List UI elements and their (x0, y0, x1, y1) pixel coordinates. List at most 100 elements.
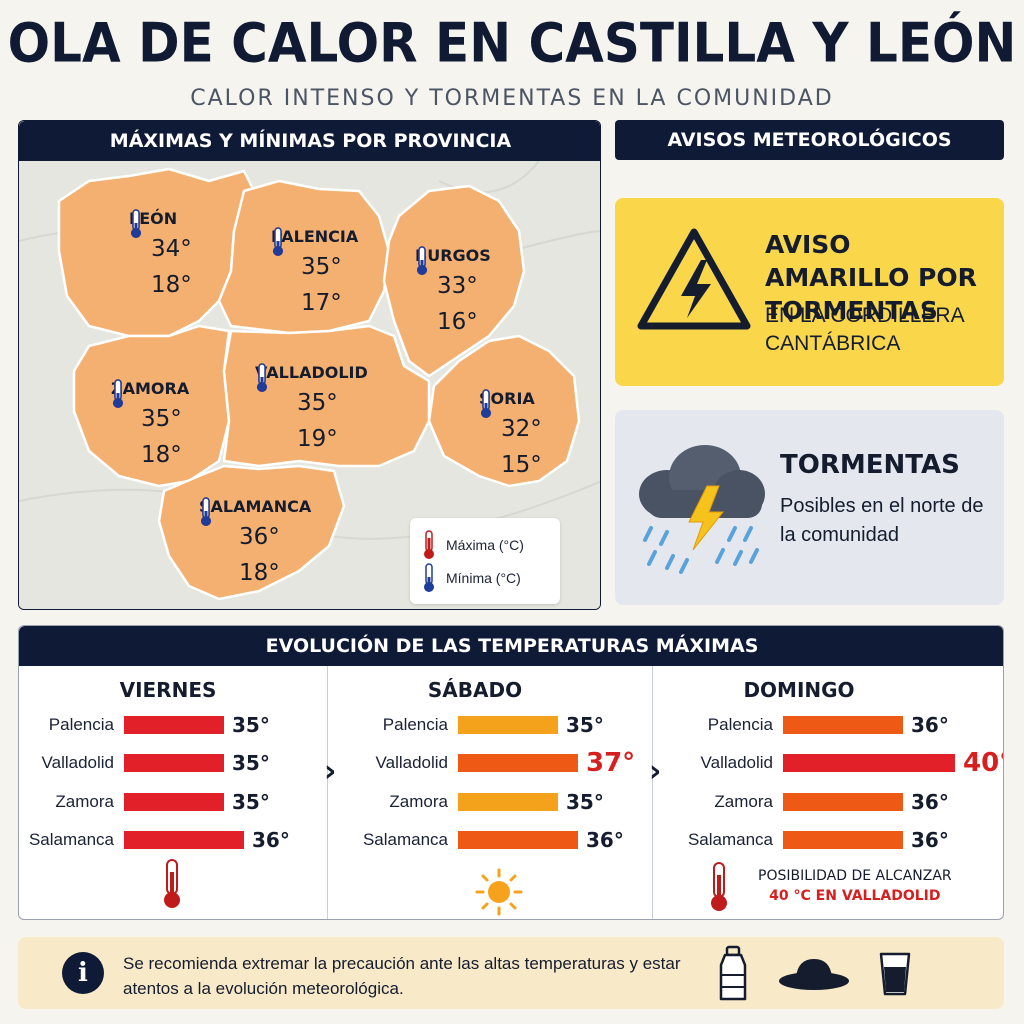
temperature-bar (783, 831, 903, 849)
thermometer-min-icon (113, 379, 133, 470)
min-temp: 19° (297, 426, 338, 452)
max-temp: 35° (297, 390, 338, 416)
day-column-viernes: VIERNES Palencia 35° Valladolid 35° Zamora 35… (19, 666, 327, 919)
bar-row: Salamanca 36° (683, 825, 949, 855)
bar-city-label: Zamora (714, 792, 773, 811)
thermometer-min-icon (201, 497, 231, 588)
temperature-bar (783, 716, 903, 734)
thermometer-icon (711, 862, 727, 911)
evolution-panel: EVOLUCIÓN DE LAS TEMPERATURAS MÁXIMAS VI… (18, 625, 1004, 920)
bar-city-label: Zamora (55, 792, 114, 811)
yellow-warning-subtitle: EN LA CORDILLERA CANTÁBRICA (765, 304, 964, 355)
temperature-value: 35° (232, 713, 270, 737)
bar-city-label: Valladolid (375, 753, 448, 772)
province-salamanca: SALAMANCA 36° 18° (199, 497, 311, 588)
thermometer-min-icon (422, 562, 436, 593)
temperature-bar (783, 754, 955, 772)
temperature-bar (124, 754, 224, 772)
bar-city-label: Valladolid (700, 753, 773, 772)
chevron-right-icon: › (324, 754, 337, 789)
thermometer-min-icon (129, 209, 143, 300)
thermometer-max-icon (257, 363, 289, 418)
bar-row: Salamanca 36° (24, 825, 290, 855)
bar-city-label: Salamanca (362, 830, 448, 849)
temperature-bar (124, 793, 224, 811)
legend-min-label: Mínima (°C) (446, 569, 521, 586)
advice-text: Se recomienda extremar la precaución ant… (123, 954, 681, 998)
warnings-header: AVISOS METEOROLÓGICOS (615, 120, 1004, 160)
province-soria: SORIA 32° 15° (479, 389, 542, 480)
max-temp: 36° (239, 524, 280, 550)
bar-row: Zamora 36° (683, 787, 949, 817)
temperature-bar (458, 793, 558, 811)
map-panel-header: MÁXIMAS Y MÍNIMAS POR PROVINCIA (19, 121, 600, 161)
thermometer-min-icon (479, 389, 493, 480)
thermometer-icon (164, 859, 180, 908)
temperature-value: 36° (586, 828, 624, 852)
temperature-bar (458, 831, 578, 849)
temperature-value: 35° (232, 790, 270, 814)
min-temp: 18° (141, 442, 182, 468)
bar-city-label: Palencia (48, 715, 114, 734)
bar-city-label: Valladolid (41, 753, 114, 772)
map-region-burgos (382, 184, 526, 378)
yellow-warning-title: AVISO AMARILLO POR TORMENTAS (765, 230, 977, 325)
bar-city-label: Zamora (389, 792, 448, 811)
min-temp: 18° (151, 272, 192, 298)
page-title: OLA DE CALOR EN CASTILLA Y LEÓN (7, 11, 1017, 75)
evolution-header: EVOLUCIÓN DE LAS TEMPERATURAS MÁXIMAS (19, 626, 1003, 666)
thermometer-max-icon (422, 529, 436, 560)
province-name: SALAMANCA (199, 497, 312, 516)
thermometer-min-icon (415, 246, 429, 337)
temperature-value: 36° (911, 790, 949, 814)
temperature-value: 35° (232, 751, 270, 775)
bar-city-label: Salamanca (28, 830, 114, 849)
storm-title: TORMENTAS (780, 450, 960, 480)
thermometer-min-icon (273, 227, 293, 318)
bar-row: Valladolid 37° (358, 748, 636, 778)
min-temp: 18° (239, 560, 280, 586)
temperature-bar (458, 716, 558, 734)
lightning-warning-icon (637, 228, 751, 330)
bar-row: Palencia 35° (358, 710, 604, 740)
province-name: SORIA (479, 389, 535, 408)
temperature-bar (124, 716, 224, 734)
temperature-value: 37° (586, 748, 636, 778)
page-subtitle: CALOR INTENSO Y TORMENTAS EN LA COMUNIDA… (190, 86, 834, 111)
province-leon: LEÓN 34° 18° (129, 209, 192, 300)
bar-row: Palencia 36° (683, 710, 949, 740)
map-panel: MÁXIMAS Y MÍNIMAS POR PROVINCIA LEÓN 34°… (18, 120, 601, 610)
bar-city-label: Palencia (707, 715, 773, 734)
day-title: VIERNES (119, 678, 217, 702)
province-palencia: PALENCIA 35° 17° (271, 227, 358, 318)
temperature-bar (783, 793, 903, 811)
chevron-right-icon: › (649, 754, 662, 789)
max-temp: 35° (301, 254, 342, 280)
bar-city-label: Salamanca (687, 830, 773, 849)
yellow-warning-card: AVISO AMARILLO POR TORMENTAS EN LA CORDI… (615, 198, 1004, 386)
map-region-zamora (72, 324, 231, 488)
max-temp: 34° (151, 236, 192, 262)
max-temp: 35° (141, 406, 182, 432)
sun-hat-icon (779, 959, 849, 990)
province-name: VALLADOLID (255, 363, 368, 382)
note-line-2: 40 °C EN VALLADOLID (769, 888, 941, 904)
min-temp: 15° (501, 452, 542, 478)
temperature-bar (458, 754, 578, 772)
bar-city-label: Palencia (382, 715, 448, 734)
province-name: LEÓN (129, 209, 178, 228)
min-temp: 16° (437, 309, 478, 335)
bar-row: Salamanca 36° (358, 825, 624, 855)
temperature-value: 36° (911, 713, 949, 737)
bar-row: Valladolid 35° (24, 748, 270, 778)
province-zamora: ZAMORA 35° 18° (111, 379, 189, 470)
storm-cloud-icon (639, 445, 765, 574)
temperature-bar (124, 831, 244, 849)
map-legend: Máxima (°C) Mínima (°C) (410, 518, 560, 604)
map-region-soria (427, 334, 581, 488)
legend-max-label: Máxima (°C) (446, 536, 524, 553)
province-name: PALENCIA (271, 227, 359, 246)
temperature-value: 35° (566, 713, 604, 737)
province-name: BURGOS (415, 246, 491, 265)
max-temp: 33° (437, 273, 478, 299)
